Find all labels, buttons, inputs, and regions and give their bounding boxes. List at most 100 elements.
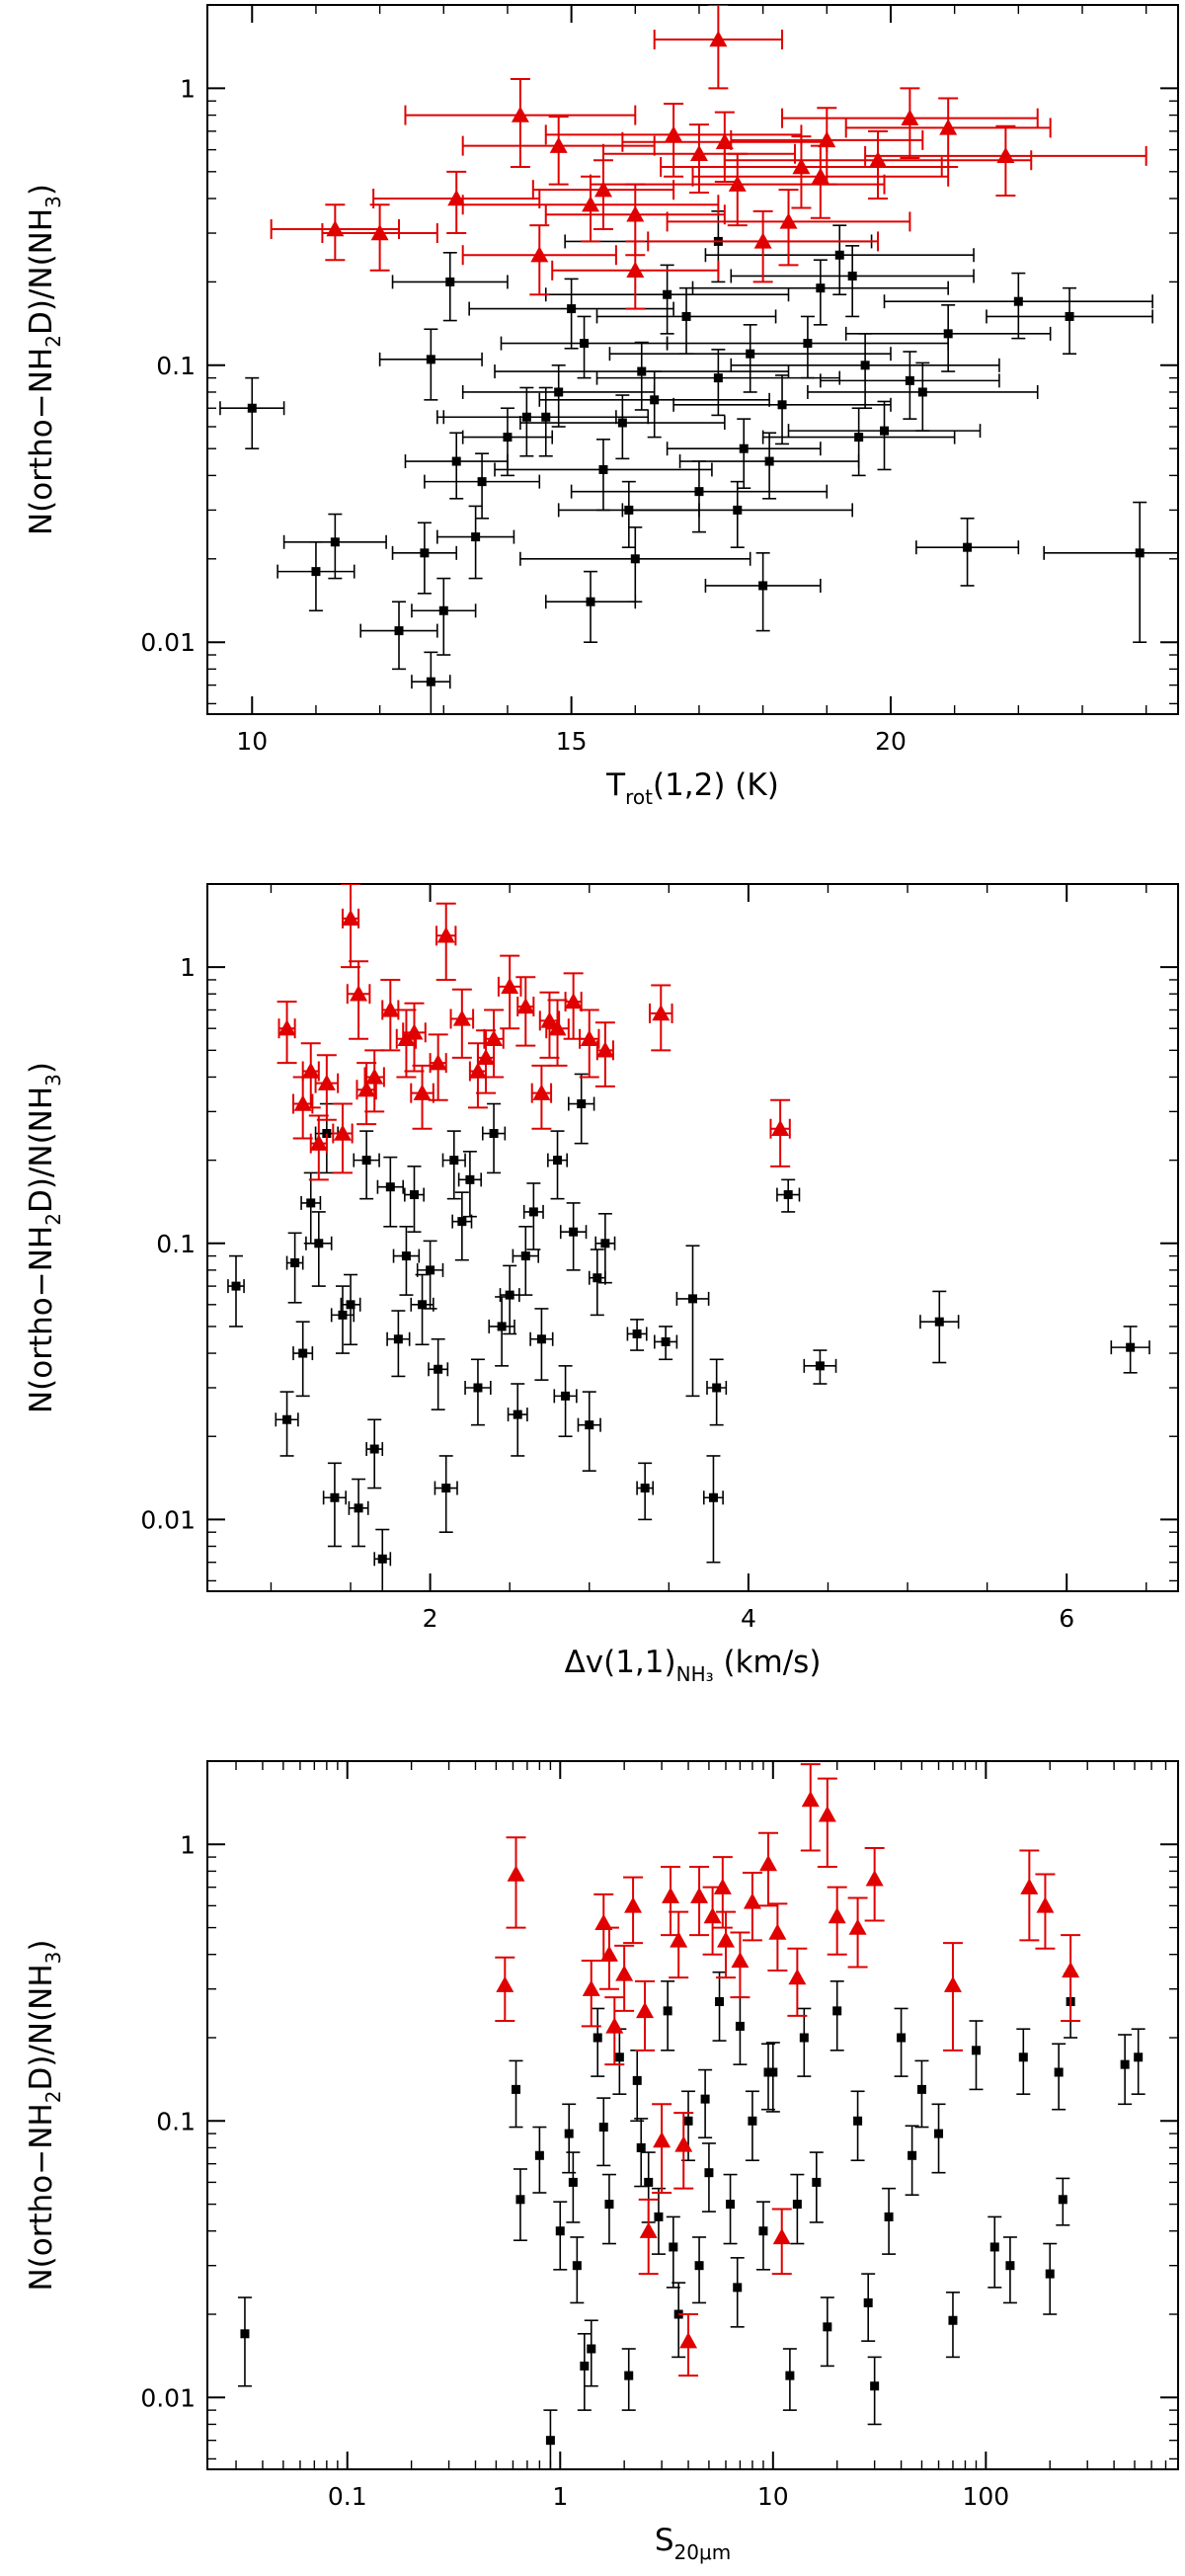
y-axis-label-mid: D)/N(NH [24,208,59,335]
data-point-triangle [516,998,535,1014]
data-point-triangle [350,985,368,1002]
data-point-square [768,2067,778,2077]
data-point-triangle [507,1865,525,1882]
data-point-triangle [468,1062,487,1079]
data-point-square [908,2150,917,2160]
data-point-square [401,1251,411,1261]
data-point-triangle [277,1019,296,1036]
data-point-triangle [615,1965,634,1981]
data-point-triangle [496,1975,514,1992]
data-point-square [592,1273,602,1283]
data-point-square [971,2046,981,2055]
data-point-square [812,2177,822,2187]
data-point-square [663,2006,672,2016]
data-point-square [640,1484,650,1493]
x-tick-label: 4 [741,1604,756,1633]
data-point-square [1126,1342,1136,1352]
data-point-square [803,339,813,349]
data-point-square [394,626,404,636]
x-axis-label-subscript: NH₃ [676,1662,714,1686]
data-point-square [758,581,768,591]
data-point-square [553,1156,563,1166]
data-point-square [624,505,634,515]
data-point-square [934,2129,944,2138]
data-point-square [832,2006,842,2016]
data-point-triangle [943,1975,962,1992]
data-point-triangle [317,1074,336,1090]
data-point-square [694,487,704,497]
y-tick-label: 0.1 [156,1230,196,1258]
data-point-square [733,505,743,515]
plot-frame [206,4,1179,715]
data-point-triangle [709,31,728,47]
data-point-triangle [743,1892,761,1909]
data-point-square [564,2129,574,2138]
data-point-triangle [370,224,389,241]
x-axis-label: Trot(1,2) (K) [605,767,779,809]
data-point-square [704,2168,714,2178]
data-point-square [489,1129,499,1139]
x-axis-label: Δv(1,1)NH₃ (km/s) [565,1645,822,1686]
data-point-square [420,548,430,558]
data-point-square [834,250,844,260]
data-point-square [897,2033,907,2043]
data-point-triangle [716,1931,735,1948]
data-point-square [669,2242,678,2252]
y-tick-label: 0.01 [140,1505,196,1534]
data-point-triangle [532,1084,551,1100]
data-point-square [449,1156,459,1166]
y-axis-label-pre: N(ortho−NH [24,348,59,535]
data-point-triangle [901,109,919,125]
data-point-square [240,2329,250,2339]
data-point-square [600,1239,610,1248]
data-point-square [632,2075,642,2085]
data-point-square [637,366,647,376]
data-point-square [577,1099,587,1109]
y-axis-label-pre: N(ortho−NH [24,1226,59,1413]
data-point-square [567,304,577,314]
data-point-triangle [639,2221,658,2238]
data-point-triangle [828,1906,846,1924]
data-point-triangle [485,1029,504,1046]
data-point-square [884,2212,894,2221]
data-point-square [585,1420,594,1430]
data-point-square [393,1334,403,1344]
data-point-triangle [818,1806,836,1822]
panel-trot: 0.01 0.1 1 10 15 20 Trot(1,2) (K) N(ortho−NH2D)… [24,4,1179,809]
data-point-square [426,677,435,686]
data-point-triangle [792,158,811,175]
data-point-triangle [333,1124,352,1141]
data-point-square [1120,2059,1130,2069]
data-point-triangle [690,1887,709,1903]
data-point-triangle [759,1855,778,1872]
data-point-triangle [771,1119,790,1136]
y-axis-label-sub: 2 [41,1213,65,1226]
y-tick-label: 1 [180,74,196,103]
data-point-square [1045,2269,1055,2279]
data-point-square [688,1294,697,1304]
data-point-triangle [447,189,466,206]
data-point-square [426,355,435,364]
x-axis-label-main: Δv(1,1) [565,1645,676,1680]
data-point-square [554,387,564,397]
x-tick-label: 2 [423,1604,438,1633]
data-point-triangle [869,151,888,168]
data-point-square [617,418,627,428]
data-point-square [580,2361,590,2371]
data-point-square [369,1444,379,1454]
data-point-square [473,1383,483,1393]
data-point-square [290,1258,300,1268]
data-point-triangle [811,167,830,184]
data-point-square [816,283,826,293]
y-axis-label: N(ortho−NH2D)/N(NH3) [24,184,65,535]
x-tick-label: 100 [962,2482,1009,2511]
data-point-square [989,2242,999,2252]
data-point-square [763,2067,773,2077]
data-point-square [604,2200,614,2210]
data-point-square [1013,296,1023,306]
data-point-square [854,433,864,443]
data-point-triangle [788,1969,807,1985]
data-point-triangle [1062,1961,1080,1978]
data-point-square [1135,548,1145,558]
y-axis-label-sub: 2 [41,2091,65,2104]
